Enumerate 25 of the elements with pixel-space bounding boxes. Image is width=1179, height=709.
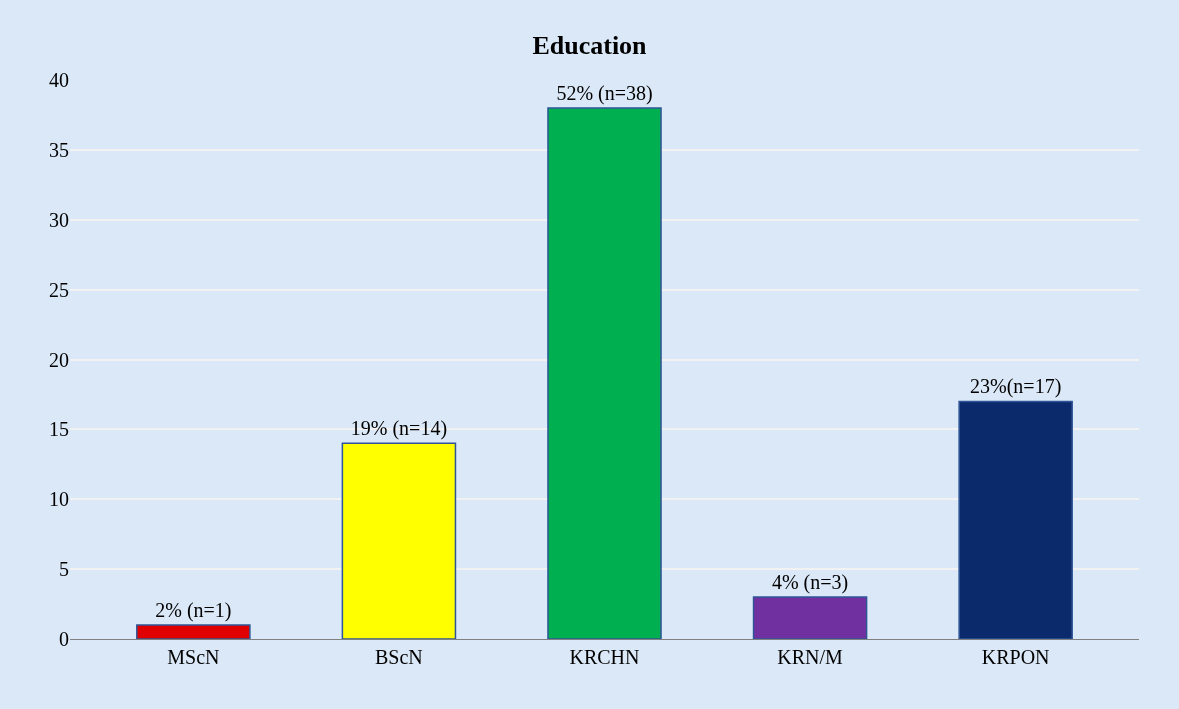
y-tick-label: 20	[49, 348, 69, 371]
x-tick-label: MScN	[167, 646, 220, 668]
data-label: 2% (n=1)	[155, 599, 232, 623]
y-tick-label: 35	[49, 138, 69, 161]
y-tick-label: 25	[49, 278, 69, 301]
bar	[136, 624, 251, 639]
y-tick-label: 30	[49, 208, 69, 231]
x-tick-label: KRCHN	[569, 646, 640, 668]
x-tick-label: BScN	[375, 646, 423, 668]
x-tick-label: KRPON	[981, 646, 1050, 668]
bar	[752, 596, 868, 639]
data-label: 52% (n=38)	[556, 81, 653, 105]
data-label: 19% (n=14)	[350, 417, 448, 441]
chart-title: Education	[532, 30, 648, 60]
y-tick-label: 0	[59, 628, 69, 650]
data-label: 4% (n=3)	[771, 571, 849, 595]
y-tick-label: 10	[49, 488, 69, 511]
y-tick-label: 15	[49, 418, 69, 441]
y-tick-label: 5	[59, 558, 69, 581]
bar	[341, 442, 457, 639]
x-tick-label: KRN/M	[777, 646, 844, 668]
y-tick-label: 40	[49, 69, 69, 91]
data-label: 23%(n=17)	[970, 375, 1062, 399]
bar	[958, 400, 1073, 639]
bar	[547, 107, 662, 639]
